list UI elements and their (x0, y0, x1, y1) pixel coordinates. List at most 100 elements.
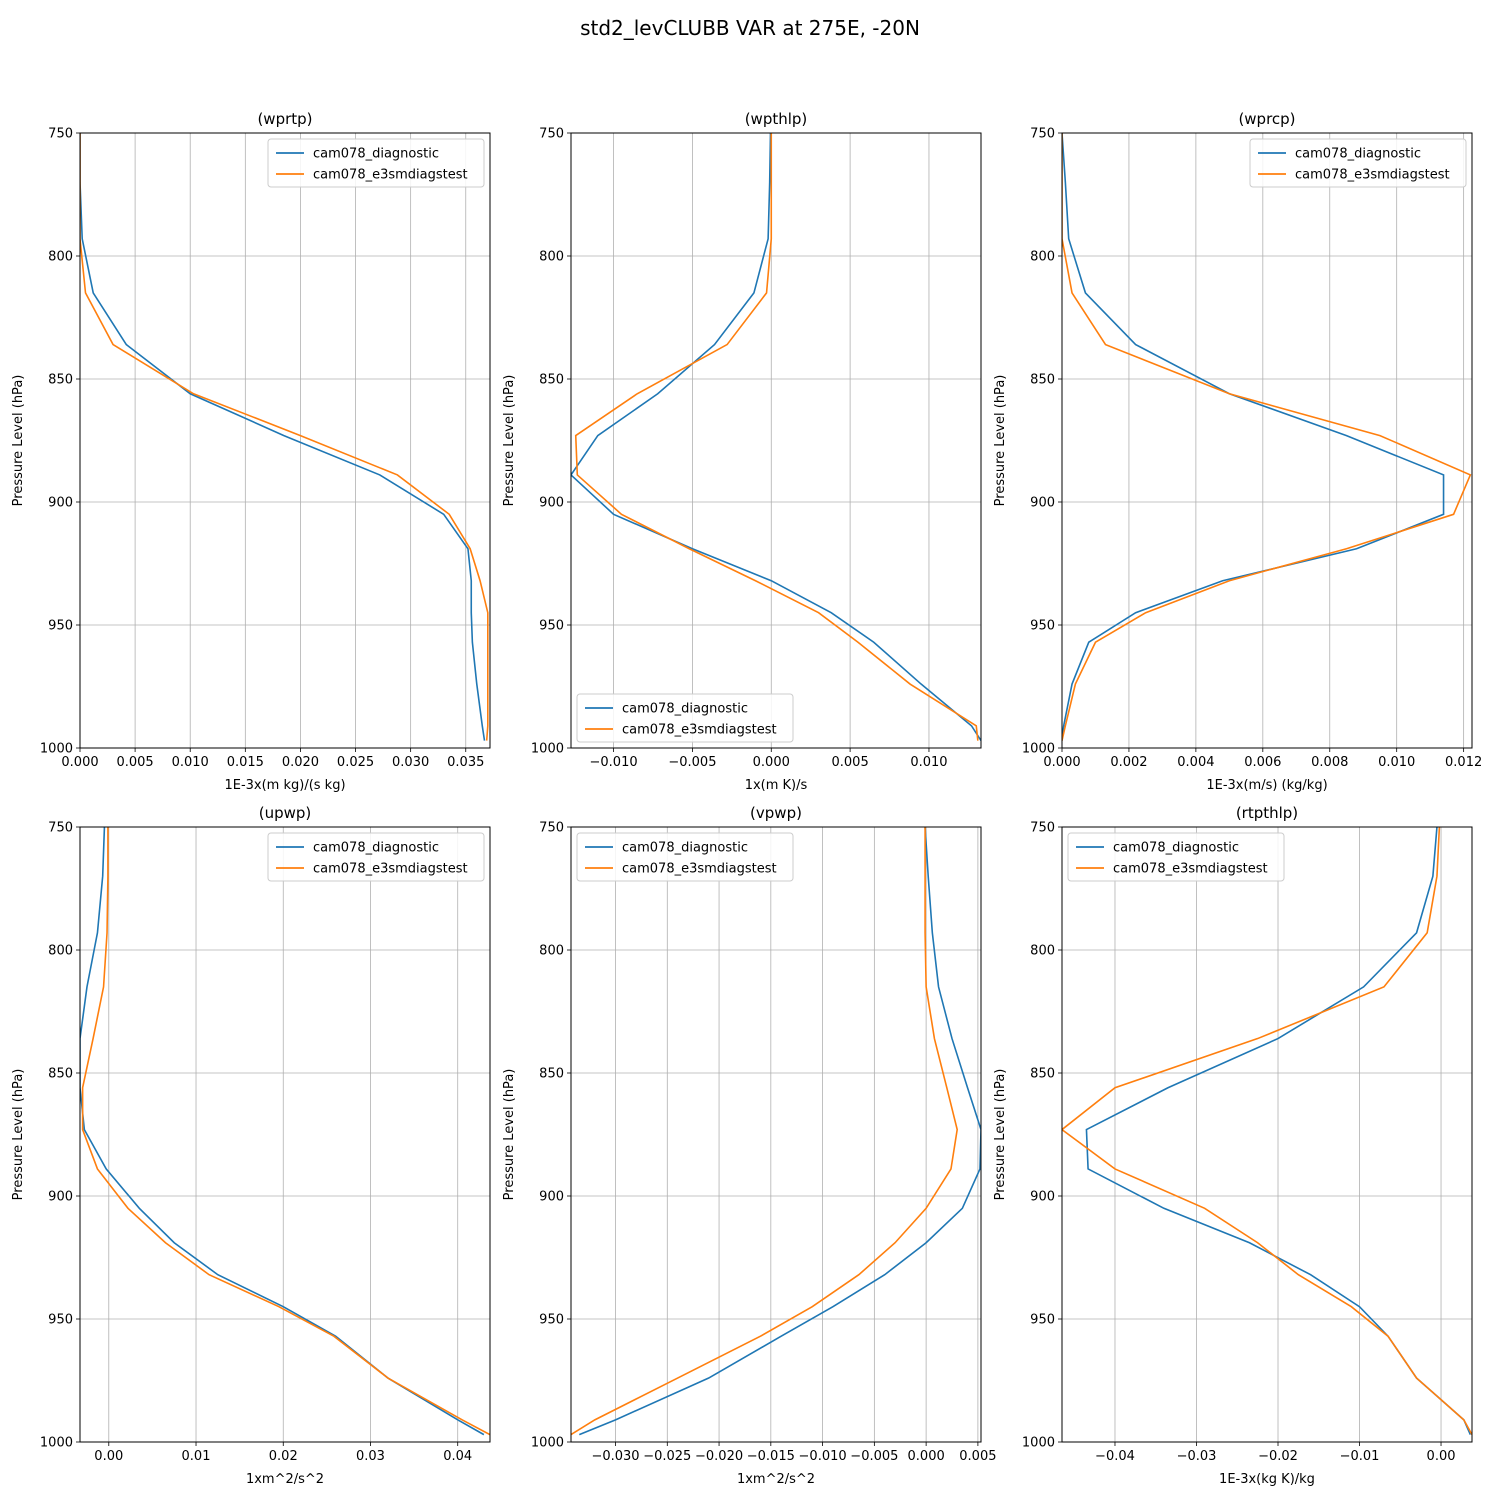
legend: cam078_diagnostic cam078_e3smdiagstest (267, 138, 485, 188)
axes-frame (79, 826, 491, 1443)
subplot-wprtp: 0.000 0.005 0.010 0.015 0.020 0.025 0.030 0.035… (11, 110, 491, 793)
series-line-cam078_e3smdiagstest (1062, 827, 1472, 1436)
y-tick-label: 750 (539, 127, 564, 142)
axes-frame (1061, 132, 1473, 749)
x-tick-label: 0.008 (1311, 755, 1348, 770)
x-tick-label: 0.000 (61, 755, 98, 770)
x-tick-label: −0.010 (590, 755, 638, 770)
x-tick-label: −0.020 (695, 1449, 743, 1464)
y-tick-label: 750 (539, 821, 564, 836)
x-tick-label: 0.01 (182, 1449, 211, 1464)
x-tick-label: −0.005 (668, 755, 716, 770)
legend-box (576, 693, 794, 743)
y-tick-label: 950 (1030, 619, 1055, 634)
y-tick-label: 900 (539, 496, 564, 511)
axes-frame (1061, 826, 1473, 1443)
y-tick-label: 950 (48, 619, 73, 634)
legend-entry: cam078_e3smdiagstest (1113, 862, 1268, 877)
x-axis-label: 1E-3x(m/s) (kg/kg) (1206, 778, 1327, 793)
legend: cam078_diagnostic cam078_e3smdiagstest (576, 832, 794, 882)
legend-entry: cam078_diagnostic (313, 147, 439, 162)
y-axis-label: Pressure Level (hPa) (993, 375, 1008, 507)
x-tick-label: −0.03 (1177, 1449, 1217, 1464)
x-axis-label: 1E-3x(m kg)/(s kg) (224, 778, 345, 793)
x-tick-label: 0.015 (227, 755, 264, 770)
y-tick-label: 950 (539, 1313, 564, 1328)
legend-entry: cam078_e3smdiagstest (622, 862, 777, 877)
x-axis-label: 1x(m K)/s (745, 778, 808, 793)
subplot-wpthlp: −0.010 −0.005 0.000 0.005 0.010 750 800 850 900 9… (502, 110, 982, 793)
x-axis-label: 1E-3x(kg K)/kg (1219, 1472, 1315, 1487)
y-axis-label: Pressure Level (hPa) (11, 375, 26, 507)
y-tick-label: 800 (48, 944, 73, 959)
x-tick-label: 0.035 (447, 755, 484, 770)
x-tick-label: 0.02 (269, 1449, 298, 1464)
x-tick-label: −0.025 (643, 1449, 691, 1464)
legend: cam078_diagnostic cam078_e3smdiagstest (1067, 832, 1285, 882)
subplot-title: (wprtp) (257, 110, 312, 128)
legend-entry: cam078_e3smdiagstest (1295, 168, 1450, 183)
y-tick-label: 850 (1030, 1067, 1055, 1082)
y-tick-label: 800 (539, 250, 564, 265)
x-tick-label: 0.010 (172, 755, 209, 770)
legend-box (576, 832, 794, 882)
series-line-cam078_diagnostic (1062, 133, 1445, 741)
legend-box (267, 138, 485, 188)
legend: cam078_diagnostic cam078_e3smdiagstest (576, 693, 794, 743)
x-tick-label: 0.03 (356, 1449, 385, 1464)
legend-entry: cam078_diagnostic (313, 841, 439, 856)
y-tick-label: 900 (1030, 1190, 1055, 1205)
y-axis-label: Pressure Level (hPa) (502, 375, 517, 507)
y-tick-label: 800 (539, 944, 564, 959)
legend-entry: cam078_diagnostic (1295, 147, 1421, 162)
y-tick-label: 900 (1030, 496, 1055, 511)
subplot-title: (wpthlp) (745, 110, 808, 128)
series-line-cam078_e3smdiagstest (574, 133, 979, 741)
legend-box (1249, 138, 1467, 188)
y-tick-label: 900 (539, 1190, 564, 1205)
series-line-cam078_diagnostic (578, 827, 981, 1436)
y-tick-label: 950 (48, 1313, 73, 1328)
axes-frame (79, 132, 491, 749)
legend-box (267, 832, 485, 882)
x-tick-label: 0.000 (908, 1449, 945, 1464)
x-tick-label: 0.000 (1043, 755, 1080, 770)
subplot-title: (wprcp) (1238, 110, 1295, 128)
x-tick-label: 0.012 (1445, 755, 1482, 770)
y-axis-label: Pressure Level (hPa) (502, 1069, 517, 1201)
x-tick-label: −0.04 (1095, 1449, 1135, 1464)
x-tick-label: 0.002 (1110, 755, 1147, 770)
series-line-cam078_e3smdiagstest (571, 827, 959, 1436)
y-tick-label: 800 (48, 250, 73, 265)
subplot-vpwp: −0.030 −0.025 −0.020 −0.015 −0.010 −0.005 0.00… (502, 804, 997, 1487)
x-tick-label: 0.005 (959, 1449, 996, 1464)
y-tick-label: 1000 (531, 1436, 564, 1451)
series-line-cam078_diagnostic (80, 133, 486, 741)
y-tick-label: 850 (48, 1067, 73, 1082)
subplot-title: (vpwp) (750, 804, 802, 822)
legend-entry: cam078_diagnostic (622, 841, 748, 856)
x-tick-label: 0.005 (832, 755, 869, 770)
y-tick-label: 800 (1030, 250, 1055, 265)
y-tick-label: 1000 (1022, 1436, 1055, 1451)
legend: cam078_diagnostic cam078_e3smdiagstest (1249, 138, 1467, 188)
x-tick-label: −0.015 (747, 1449, 795, 1464)
series-line-cam078_diagnostic (1085, 827, 1472, 1435)
x-tick-label: 0.025 (337, 755, 374, 770)
legend-entry: cam078_e3smdiagstest (313, 168, 468, 183)
figure-title: std2_levCLUBB VAR at 275E, -20N (580, 16, 920, 40)
subplot-upwp: 0.00 0.01 0.02 0.03 0.04 750 800 850 900 950 1000 (… (11, 804, 491, 1487)
x-tick-label: 0.04 (443, 1449, 472, 1464)
legend-entry: cam078_diagnostic (1113, 841, 1239, 856)
x-tick-label: 0.010 (1378, 755, 1415, 770)
y-tick-label: 750 (1030, 127, 1055, 142)
y-tick-label: 900 (48, 496, 73, 511)
y-tick-label: 850 (539, 1067, 564, 1082)
subplot-rtpthlp: −0.04 −0.03 −0.02 −0.01 0.00 750 800 850 900 950 1… (993, 804, 1473, 1487)
x-tick-label: −0.005 (850, 1449, 898, 1464)
y-tick-label: 800 (1030, 944, 1055, 959)
subplot-title: (rtpthlp) (1236, 804, 1298, 822)
y-tick-label: 1000 (40, 742, 73, 757)
y-tick-label: 950 (539, 619, 564, 634)
